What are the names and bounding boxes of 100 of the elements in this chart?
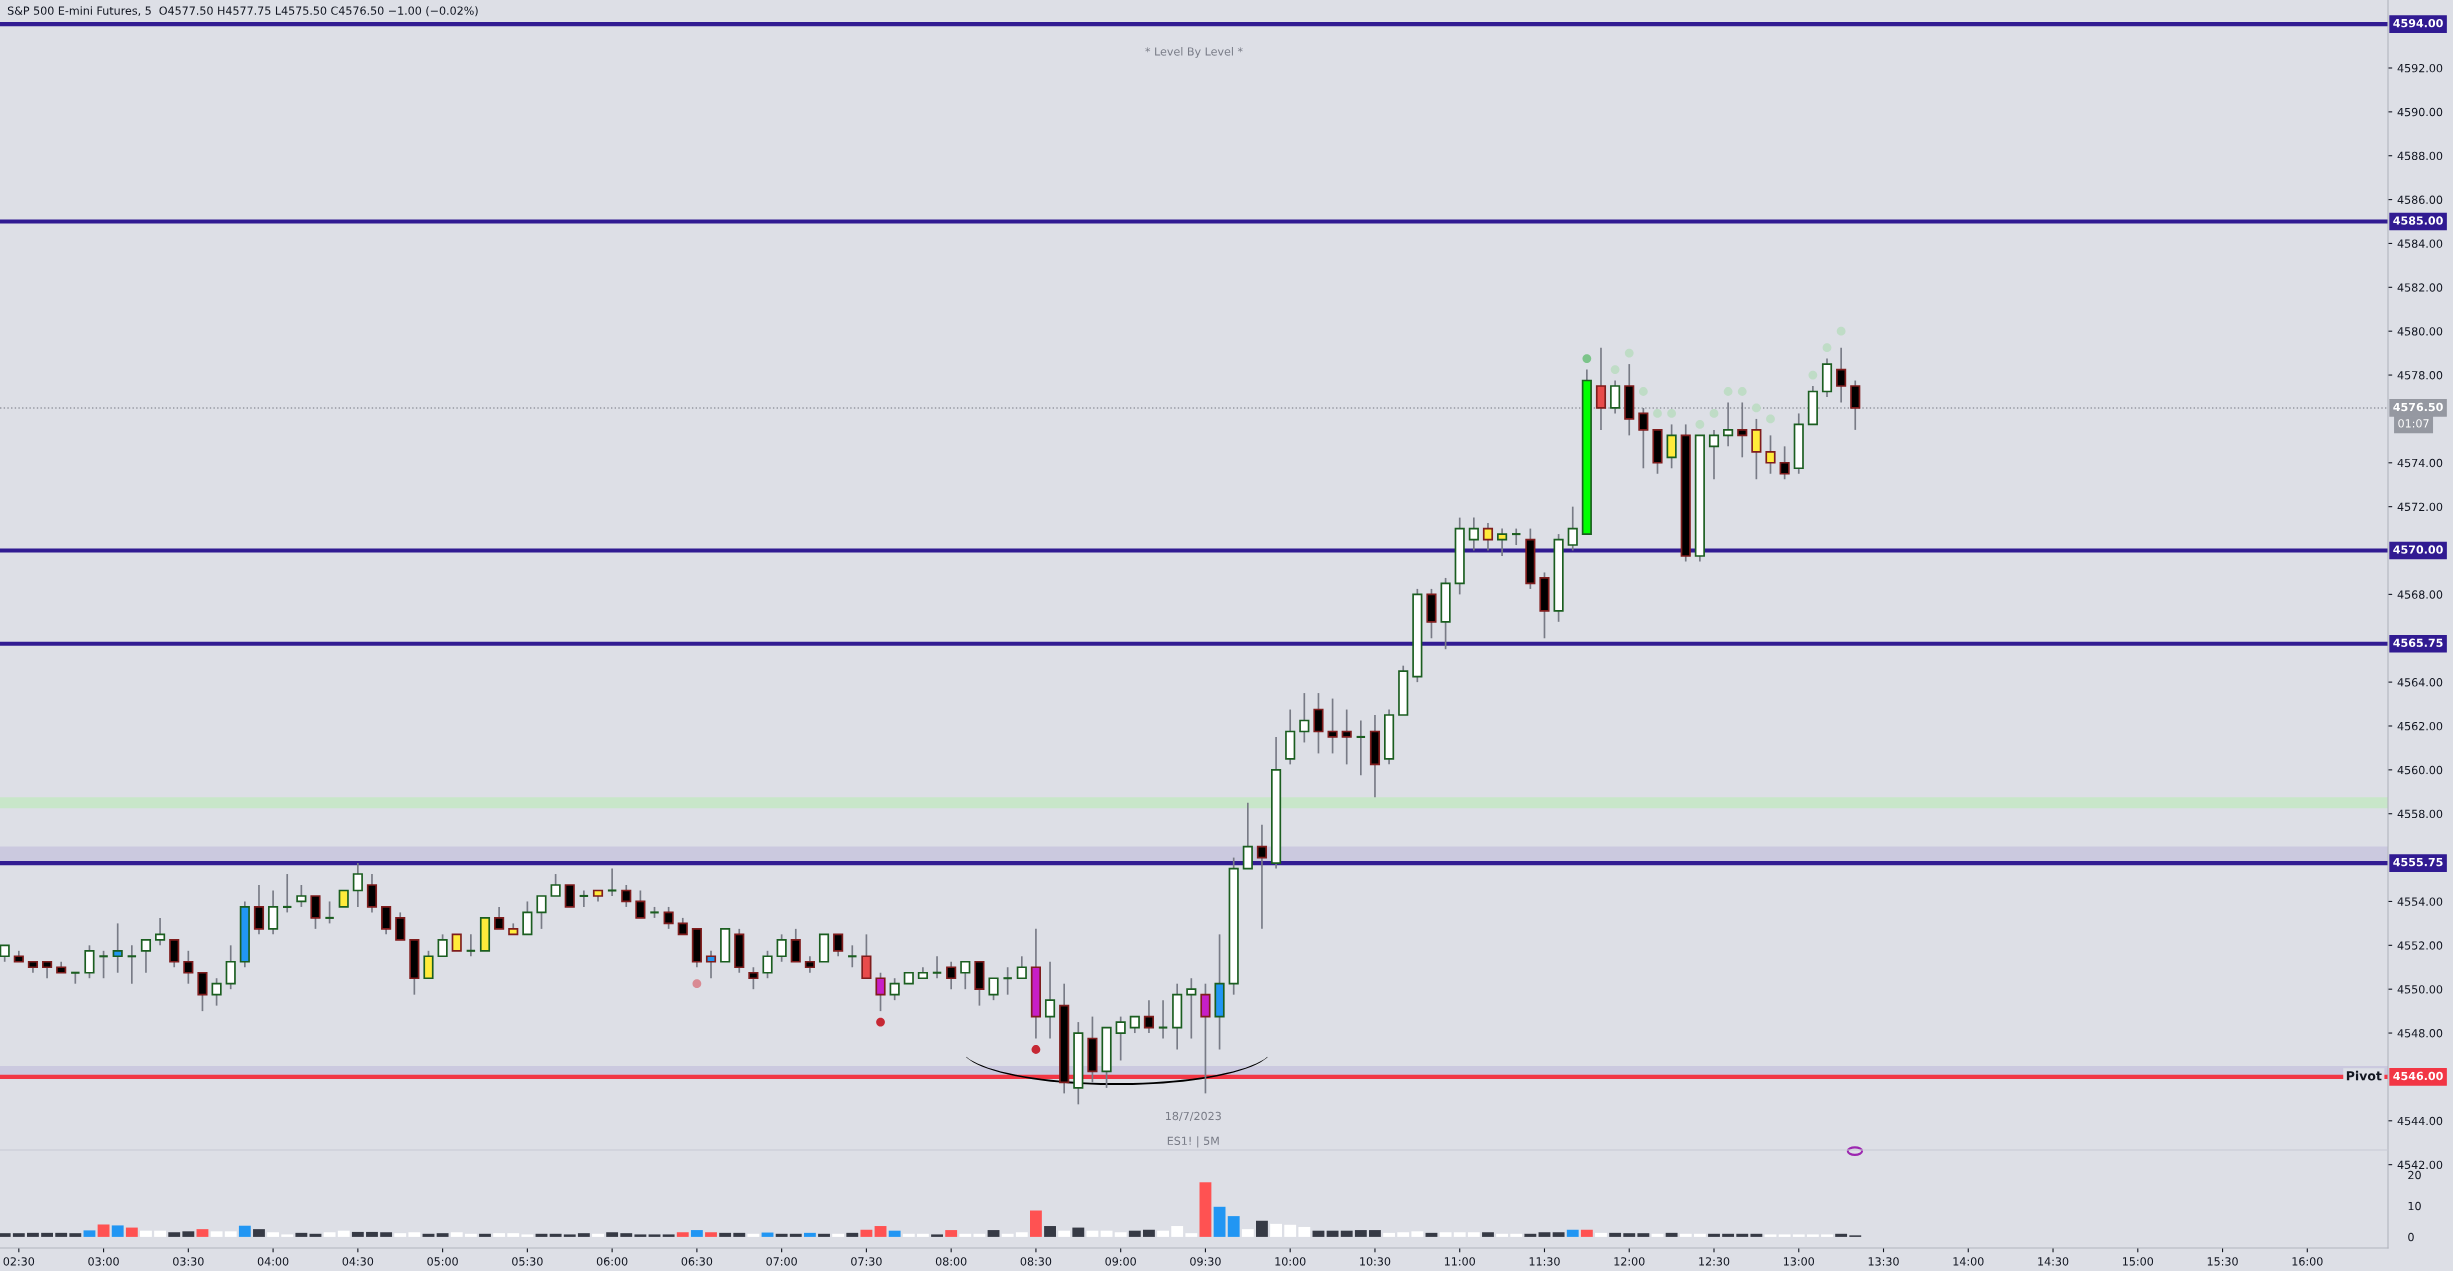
y-tick-label: 4592.00: [2397, 63, 2443, 73]
bar: [577, 1233, 590, 1237]
candlestick: [395, 911, 406, 941]
bar: [125, 1227, 138, 1237]
x-tick-label: 10:00: [1275, 1257, 1306, 1266]
bar: [1722, 1233, 1735, 1237]
y-tick-label: 4552.00: [2397, 941, 2443, 950]
x-tick-label: 11:30: [1529, 1257, 1560, 1266]
bar: [1453, 1232, 1466, 1237]
bar: [1086, 1230, 1099, 1237]
candlestick: [1299, 692, 1310, 744]
candlestick: [621, 884, 632, 908]
bar: [1058, 1230, 1071, 1237]
candlestick: [494, 906, 505, 930]
candlestick: [197, 971, 208, 1012]
bar: [1001, 1233, 1014, 1237]
y-tick-label: 4572.00: [2397, 502, 2443, 512]
bar: [987, 1230, 1000, 1237]
y-tick-label: 4580.00: [2397, 327, 2443, 336]
point: [1766, 414, 1775, 424]
bar: [1185, 1233, 1198, 1237]
bar: [1496, 1233, 1509, 1237]
bar: [860, 1229, 873, 1237]
x-tick-label: 03:30: [173, 1257, 204, 1266]
candlestick: [268, 889, 279, 936]
candlestick: [1751, 418, 1762, 481]
bar: [648, 1234, 661, 1237]
x-tick-label: 09:30: [1190, 1257, 1221, 1266]
bar: [337, 1230, 350, 1237]
point: [1638, 387, 1648, 396]
bar: [1425, 1232, 1438, 1237]
candlestick: [381, 906, 392, 936]
bar: [196, 1229, 209, 1237]
point: [1667, 409, 1676, 418]
bar: [620, 1233, 633, 1237]
bar: [1778, 1234, 1791, 1237]
bar: [1340, 1230, 1353, 1237]
bar: [931, 1234, 943, 1237]
ref-line-label: 4576.50: [2393, 402, 2443, 412]
bar: [592, 1233, 604, 1237]
candlestick: [1723, 401, 1734, 448]
bar: [1114, 1232, 1127, 1237]
x-tick-label: 12:30: [1699, 1257, 1730, 1266]
text: 01:07: [2398, 419, 2429, 428]
candlestick: [1186, 977, 1197, 1040]
ref-line-label: 4570.00: [2393, 545, 2443, 554]
y-tick-label: 4590.00: [2397, 107, 2443, 117]
bar: [281, 1234, 294, 1237]
x-tick-label: 14:00: [1953, 1257, 1984, 1266]
x-tick-label: 05:00: [427, 1257, 458, 1266]
point: [1624, 348, 1634, 358]
bar: [1609, 1232, 1622, 1237]
candlestick: [564, 884, 575, 908]
candlestick: [1115, 1015, 1126, 1062]
bar: [1792, 1234, 1805, 1237]
x-tick-label: 02:30: [3, 1257, 35, 1266]
candlestick: [988, 977, 999, 1001]
bar: [662, 1234, 675, 1237]
bar: [1467, 1232, 1480, 1237]
point: [1582, 354, 1592, 363]
bar: [690, 1230, 703, 1237]
y-tick-label: 4574.00: [2397, 458, 2443, 468]
y-tick-label: 4562.00: [2397, 721, 2443, 731]
bar: [1552, 1232, 1565, 1237]
bar: [719, 1232, 732, 1237]
bar: [1270, 1223, 1283, 1237]
bar: [846, 1232, 859, 1237]
x-tick-label: 10:30: [1360, 1257, 1391, 1266]
bar: [1566, 1229, 1579, 1237]
bar: [1256, 1220, 1268, 1237]
candlestick: [1497, 527, 1508, 557]
bar: [295, 1232, 308, 1237]
annotation: ES1! | 5M: [1167, 1136, 1219, 1148]
x-tick-label: 05:30: [512, 1257, 543, 1266]
bar: [168, 1232, 181, 1237]
ref-line-label: 4585.00: [2393, 216, 2443, 225]
bar: [1524, 1233, 1537, 1237]
bar: [1580, 1229, 1593, 1237]
bar: [888, 1230, 901, 1237]
bar: [1708, 1233, 1720, 1237]
y-tick-label: 4564.00: [2397, 678, 2443, 687]
x-tick-label: 15:30: [2207, 1257, 2238, 1266]
bar: [733, 1232, 746, 1237]
ref-line-label: 4594.00: [2393, 18, 2443, 28]
candlestick: [663, 906, 674, 930]
candlestick: [550, 873, 561, 897]
candlestick: [946, 960, 957, 991]
bar: [154, 1230, 167, 1237]
candlestick: [366, 873, 378, 914]
bar: [479, 1233, 491, 1237]
y-tick-label: 0: [2408, 1232, 2414, 1242]
y-tick-label: 4568.00: [2397, 590, 2443, 599]
bar: [1623, 1233, 1636, 1237]
bar: [775, 1233, 788, 1237]
x-tick-label: 07:00: [766, 1257, 797, 1266]
point: [1737, 387, 1747, 396]
annotation: Pivot: [2346, 1070, 2382, 1081]
bar: [634, 1234, 647, 1237]
point: [1610, 365, 1620, 374]
candlestick: [211, 977, 222, 1007]
